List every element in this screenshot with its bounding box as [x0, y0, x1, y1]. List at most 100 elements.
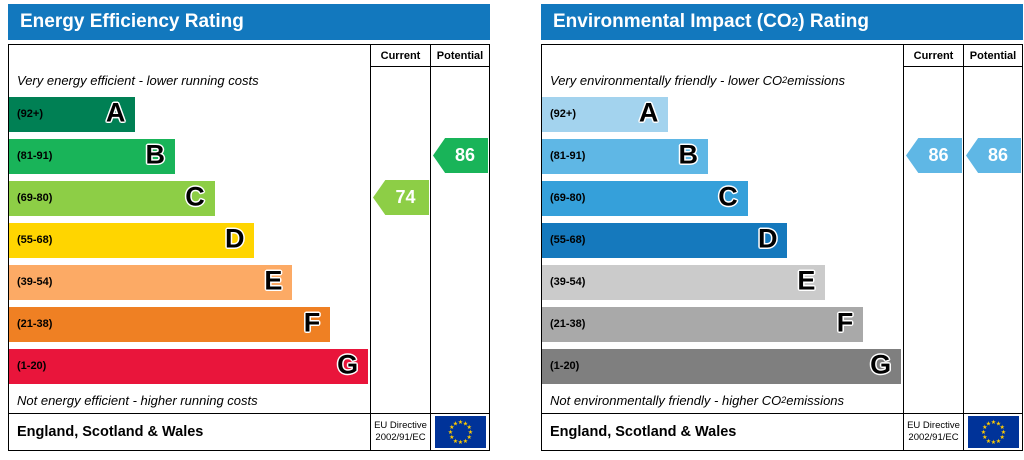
band-bar: (69-80) C [542, 180, 748, 216]
band-row: (21-38) F [542, 303, 903, 345]
title-subscript: 2 [791, 15, 799, 29]
eu-flag-icon: ★ ★ ★ ★ ★ ★ ★ ★ ★ ★ ★ ★ [434, 416, 486, 448]
energy-chart-title: Energy Efficiency Rating [8, 4, 490, 40]
svg-text:★: ★ [982, 424, 987, 431]
band-bar: (39-54) E [9, 264, 293, 300]
band-range-label: (92+) [550, 108, 576, 120]
potential-rating-arrow: 86 [966, 138, 1021, 173]
potential-rating-value: 86 [454, 145, 476, 165]
potential-rating-arrow: 86 [433, 138, 488, 173]
band-row: (1-20) G [9, 345, 370, 387]
svg-text:★: ★ [452, 438, 457, 445]
svg-text:★: ★ [990, 419, 995, 426]
svg-text:★: ★ [457, 439, 462, 446]
band-row: (81-91) B [542, 135, 903, 177]
eu-directive: EU Directive 2002/91/EC [903, 414, 963, 450]
svg-text:★: ★ [980, 429, 985, 436]
band-bar: (39-54) E [542, 264, 826, 300]
band-row: (92+) A [542, 93, 903, 135]
column-header-potential: Potential [430, 45, 489, 67]
energy-chart-table: Current Potential Very energy efficient … [8, 44, 490, 451]
band-letter: D [224, 223, 245, 254]
band-area: Very environmentally friendly - lower CO… [542, 67, 903, 413]
svg-text:★: ★ [467, 429, 472, 436]
svg-text:★: ★ [449, 434, 454, 441]
svg-text:★: ★ [462, 438, 467, 445]
environmental-chart-title: Environmental Impact (CO 2) Rating [541, 4, 1023, 40]
environmental-impact-panel: Environmental Impact (CO 2) Rating Curren… [541, 4, 1023, 451]
band-bar: (92+) A [9, 96, 136, 132]
chart-body: Very environmentally friendly - lower CO… [542, 67, 1022, 413]
svg-text:★: ★ [466, 434, 471, 441]
band-letter: F [303, 307, 321, 338]
current-column: 86 [903, 67, 963, 413]
band-range-label: (1-20) [550, 360, 580, 372]
svg-text:★: ★ [999, 424, 1004, 431]
footer-region: England, Scotland & Wales [550, 424, 737, 440]
chart-footer: England, Scotland & Wales EU Directive 2… [542, 413, 1022, 450]
top-note: Very energy efficient - lower running co… [17, 72, 259, 88]
band-bar: (21-38) F [542, 306, 864, 342]
svg-text:★: ★ [995, 438, 1000, 445]
band-bar: (55-68) D [9, 222, 255, 258]
energy-efficiency-panel: Energy Efficiency Rating Current Potenti… [8, 4, 490, 451]
band-letter: C [185, 181, 205, 212]
band-row: (1-20) G [542, 345, 903, 387]
band-range-label: (55-68) [17, 234, 53, 246]
eu-flag-cell: ★ ★ ★ ★ ★ ★ ★ ★ ★ ★ ★ ★ [963, 414, 1022, 450]
band-range-label: (69-80) [550, 192, 586, 204]
svg-text:★: ★ [985, 421, 990, 428]
current-rating-arrow: 86 [906, 138, 962, 173]
band-row: (39-54) E [9, 261, 370, 303]
svg-text:★: ★ [457, 419, 462, 426]
band-range-label: (81-91) [17, 150, 53, 162]
title-text: ) Rating [798, 11, 870, 32]
band-range-label: (92+) [17, 108, 43, 120]
eu-flag-icon: ★ ★ ★ ★ ★ ★ ★ ★ ★ ★ ★ ★ [967, 416, 1019, 448]
svg-text:★: ★ [982, 434, 987, 441]
band-bar: (1-20) G [9, 348, 369, 384]
top-note: Very environmentally friendly - lower CO… [550, 72, 845, 88]
band-range-label: (1-20) [17, 360, 47, 372]
band-letter: G [337, 349, 359, 380]
band-bar: (21-38) F [9, 306, 331, 342]
svg-text:★: ★ [995, 421, 1000, 428]
footer-region: England, Scotland & Wales [17, 424, 204, 440]
column-headers: Current Potential [542, 45, 1022, 67]
band-range-label: (69-80) [17, 192, 53, 204]
potential-column: 86 [430, 67, 489, 413]
band-range-label: (21-38) [550, 318, 586, 330]
band-area: Very energy efficient - lower running co… [9, 67, 370, 413]
band-letter: E [797, 265, 816, 296]
svg-text:★: ★ [449, 424, 454, 431]
current-rating-value: 74 [395, 187, 416, 207]
svg-text:★: ★ [1000, 429, 1005, 436]
band-letter: F [836, 307, 854, 338]
band-letter: B [678, 139, 699, 170]
column-header-potential: Potential [963, 45, 1022, 67]
band-letter: G [870, 349, 892, 380]
band-letter: C [718, 181, 738, 212]
band-row: (69-80) C [9, 177, 370, 219]
band-letter: B [145, 139, 166, 170]
band-row: (39-54) E [542, 261, 903, 303]
title-text: Environmental Impact (CO [553, 11, 792, 32]
svg-text:★: ★ [447, 429, 452, 436]
band-row: (55-68) D [9, 219, 370, 261]
chart-footer: England, Scotland & Wales EU Directive 2… [9, 413, 489, 450]
band-row: (69-80) C [542, 177, 903, 219]
chart-body: Very energy efficient - lower running co… [9, 67, 489, 413]
title-text: Energy Efficiency Rating [20, 11, 244, 32]
band-range-label: (39-54) [17, 276, 53, 288]
band-bar: (81-91) B [542, 138, 709, 174]
current-rating-value: 86 [928, 145, 949, 165]
svg-text:★: ★ [452, 421, 457, 428]
band-row: (92+) A [9, 93, 370, 135]
bottom-note: Not energy efficient - higher running co… [17, 392, 258, 408]
potential-column: 86 [963, 67, 1022, 413]
band-range-label: (21-38) [17, 318, 53, 330]
column-header-spacer [542, 45, 903, 67]
band-bar: (1-20) G [542, 348, 902, 384]
band-range-label: (81-91) [550, 150, 586, 162]
